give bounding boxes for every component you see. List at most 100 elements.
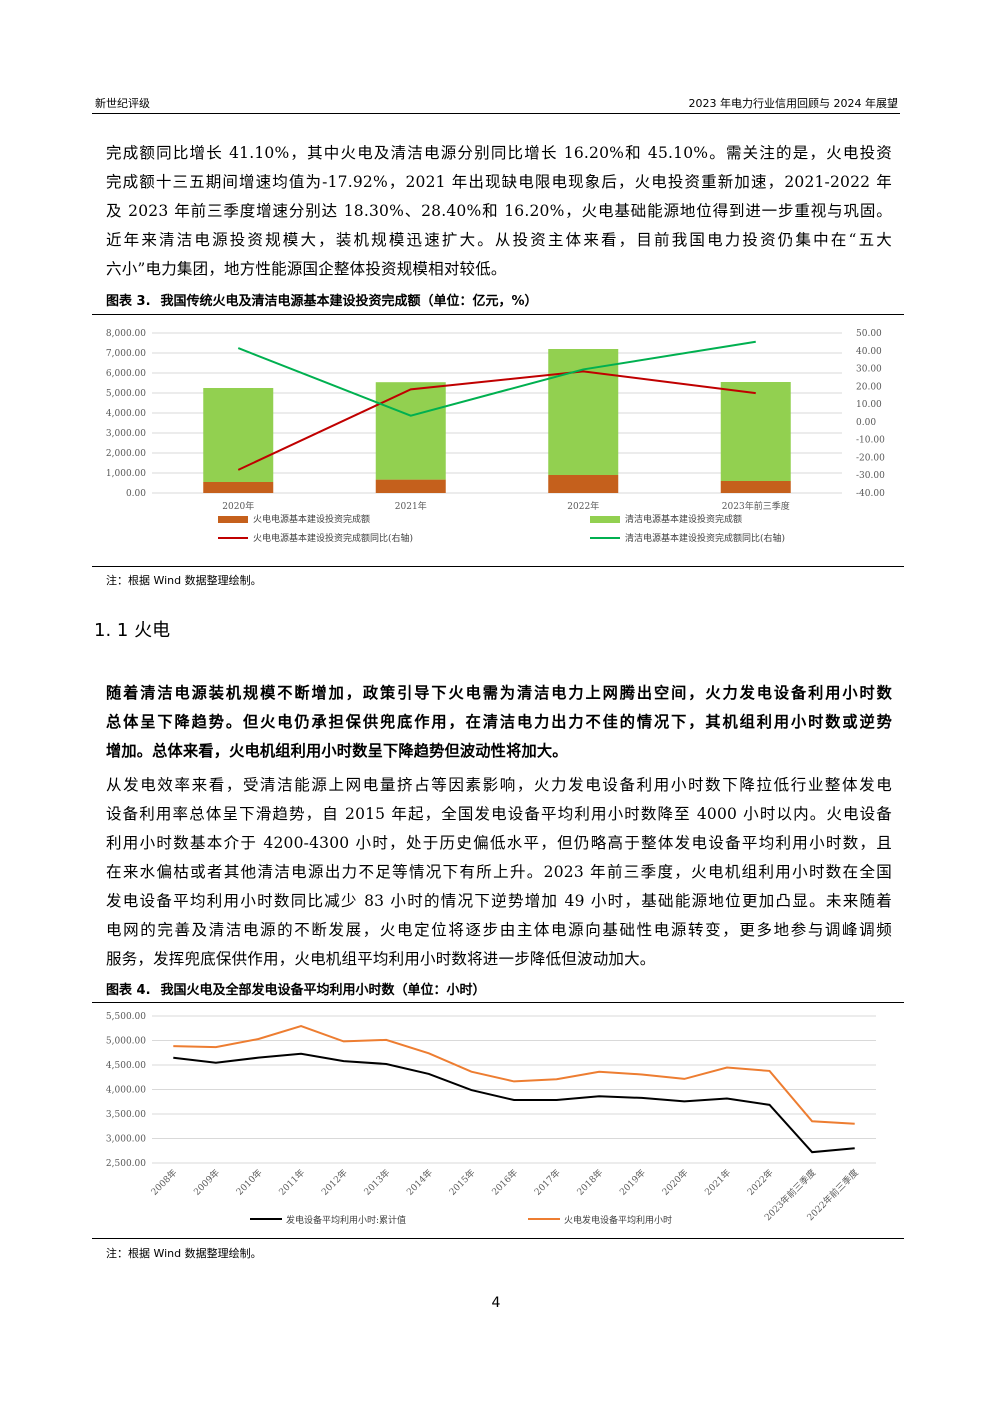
y2-tick-label: -20.00 bbox=[856, 453, 885, 463]
paragraph-line: 发电设备平均利用小时数同比减少 83 小时的情况下逆势增加 49 小时，基础能源… bbox=[106, 892, 892, 910]
x-tick-label: 2019年 bbox=[617, 1167, 648, 1198]
figure3-caption: 我国传统火电及清洁电源基本建设投资完成额（单位：亿元，%） bbox=[160, 294, 538, 309]
paragraph-line: 完成额十三五期间增速均值为-17.92%，2021 年出现缺电限电现象后，火电投… bbox=[106, 173, 892, 191]
bar-thermal bbox=[375, 479, 446, 493]
y2-tick-label: 50.00 bbox=[856, 329, 882, 339]
paragraph-line: 电网的完善及清洁电源的不断发展，火电定位将逐步由主体电源向基础性电源转变，更多地… bbox=[106, 921, 892, 939]
paragraph-line: 在来水偏枯或者其他清洁电源出力不足等情况下有所上升。2023 年前三季度，火电机… bbox=[106, 863, 892, 881]
header-report-title: 2023 年电力行业信用回顾与 2024 年展望 bbox=[688, 97, 898, 110]
legend-label: 清洁电源基本建设投资完成额 bbox=[625, 513, 742, 525]
figure4-note: 注：根据 Wind 数据整理绘制。 bbox=[106, 1247, 262, 1260]
bar-thermal bbox=[203, 482, 274, 493]
bar-clean bbox=[548, 349, 619, 475]
legend-label: 火电发电设备平均利用小时 bbox=[564, 1214, 672, 1226]
x-tick-label: 2014年 bbox=[404, 1167, 435, 1198]
y2-tick-label: -40.00 bbox=[856, 489, 885, 499]
bar-clean bbox=[203, 388, 274, 482]
y2-tick-label: 10.00 bbox=[856, 400, 882, 410]
y2-tick-label: 40.00 bbox=[856, 347, 882, 357]
y-tick-label: 6,000.00 bbox=[106, 369, 146, 379]
x-tick-label: 2008年 bbox=[148, 1167, 179, 1198]
figure3-label: 图表 3. bbox=[106, 294, 151, 309]
x-tick-label: 2020年 bbox=[222, 500, 254, 512]
x-tick-label: 2022年 bbox=[567, 500, 599, 512]
legend-label: 清洁电源基本建设投资完成额同比(右轴) bbox=[625, 532, 785, 544]
y-tick-label: 5,000.00 bbox=[106, 1037, 146, 1047]
header-rule bbox=[92, 113, 900, 114]
y-tick-label: 4,500.00 bbox=[106, 1061, 146, 1071]
x-tick-label: 2020年 bbox=[659, 1167, 690, 1198]
line-thermal-hours bbox=[173, 1025, 855, 1125]
legend-swatch bbox=[218, 516, 248, 523]
y2-tick-label: -30.00 bbox=[856, 471, 885, 481]
y-tick-label: 8,000.00 bbox=[106, 329, 146, 339]
legend-label: 火电电源基本建设投资完成额同比(右轴) bbox=[253, 532, 413, 544]
bar-thermal bbox=[720, 481, 791, 493]
legend-label: 发电设备平均利用小时:累计值 bbox=[286, 1214, 406, 1226]
figure4-label: 图表 4. bbox=[106, 983, 151, 998]
y-tick-label: 4,000.00 bbox=[106, 409, 146, 419]
y-tick-label: 2,000.00 bbox=[106, 449, 146, 459]
y-tick-label: 3,000.00 bbox=[106, 1135, 146, 1145]
y-tick-label: 0.00 bbox=[126, 489, 146, 499]
paragraph-line: 增加。总体来看，火电机组利用小时数呈下降趋势但波动性将加大。 bbox=[106, 742, 568, 760]
figure4-title: 图表 4. 我国火电及全部发电设备平均利用小时数（单位：小时） bbox=[106, 979, 496, 998]
section-heading: 1. 1 火电 bbox=[94, 620, 171, 641]
y-tick-label: 1,000.00 bbox=[106, 469, 146, 479]
y2-tick-label: 30.00 bbox=[856, 365, 882, 375]
paragraph-line: 近年来清洁电源投资规模大，装机规模迅速扩大。从投资主体来看，目前我国电力投资仍集… bbox=[106, 231, 892, 249]
x-tick-label: 2013年 bbox=[361, 1167, 392, 1198]
paragraph-efficiency: 从发电效率来看，受清洁能源上网电量挤占等因素影响，火力发电设备利用小时数下降拉低… bbox=[106, 771, 892, 974]
x-tick-label: 2018年 bbox=[574, 1167, 605, 1198]
y2-tick-label: -10.00 bbox=[856, 436, 885, 446]
paragraph-line: 服务，发挥兜底保供作用，火电机组平均利用小时数将进一步降低但波动加大。 bbox=[106, 950, 656, 968]
paragraph-line: 从发电效率来看，受清洁能源上网电量挤占等因素影响，火力发电设备利用小时数下降拉低… bbox=[106, 776, 892, 794]
figure3-top-rule bbox=[92, 314, 904, 315]
paragraph-summary: 随着清洁电源装机规模不断增加，政策引导下火电需为清洁电力上网腾出空间，火力发电设… bbox=[106, 679, 892, 766]
x-tick-label: 2023年前三季度 bbox=[722, 500, 790, 512]
paragraph-line: 完成额同比增长 41.10%，其中火电及清洁电源分别同比增长 16.20%和 4… bbox=[106, 144, 892, 162]
y-tick-label: 5,000.00 bbox=[106, 389, 146, 399]
line-all-hours bbox=[173, 1052, 855, 1154]
header-org: 新世纪评级 bbox=[95, 97, 150, 110]
paragraph-line: 随着清洁电源装机规模不断增加，政策引导下火电需为清洁电力上网腾出空间，火力发电设… bbox=[106, 684, 892, 702]
paragraph-line: 六小”电力集团，地方性能源国企整体投资规模相对较低。 bbox=[106, 260, 507, 278]
x-tick-label: 2015年 bbox=[446, 1167, 477, 1198]
bar-clean bbox=[720, 382, 791, 481]
bar-clean bbox=[375, 382, 446, 480]
figure4-top-rule bbox=[92, 1002, 904, 1003]
line-clean-yoy bbox=[237, 340, 756, 417]
legend-swatch bbox=[590, 516, 620, 523]
figure3-title: 图表 3. 我国传统火电及清洁电源基本建设投资完成额（单位：亿元，%） bbox=[106, 290, 548, 309]
x-tick-label: 2017年 bbox=[532, 1167, 563, 1198]
page-number: 4 bbox=[491, 1295, 501, 1311]
paragraph-investment: 完成额同比增长 41.10%，其中火电及清洁电源分别同比增长 16.20%和 4… bbox=[106, 139, 892, 284]
y-tick-label: 4,000.00 bbox=[106, 1086, 146, 1096]
x-tick-label: 2011年 bbox=[276, 1167, 307, 1198]
figure3-note: 注：根据 Wind 数据整理绘制。 bbox=[106, 574, 262, 587]
x-tick-label: 2016年 bbox=[489, 1167, 520, 1198]
paragraph-line: 设备利用率总体呈下滑趋势，自 2015 年起，全国发电设备平均利用小时数降至 4… bbox=[106, 805, 892, 823]
y-tick-label: 2,500.00 bbox=[106, 1159, 146, 1169]
y-tick-label: 3,500.00 bbox=[106, 1110, 146, 1120]
legend-label: 火电电源基本建设投资完成额 bbox=[253, 513, 370, 525]
bar-thermal bbox=[548, 475, 619, 493]
line-thermal-yoy bbox=[237, 370, 756, 471]
y-tick-label: 5,500.00 bbox=[106, 1012, 146, 1022]
paragraph-line: 及 2023 年前三季度增速分别达 18.30%、28.40%和 16.20%，… bbox=[106, 202, 892, 220]
figure3-chart: 8,000.00 7,000.00 6,000.00 5,000.00 4,000.00… bbox=[106, 329, 885, 544]
x-tick-label: 2012年 bbox=[319, 1167, 350, 1198]
y-tick-label: 7,000.00 bbox=[106, 349, 146, 359]
figure3-bottom-rule bbox=[92, 566, 904, 567]
y2-tick-label: 0.00 bbox=[856, 418, 876, 428]
y-tick-label: 3,000.00 bbox=[106, 429, 146, 439]
x-tick-label: 2022年 bbox=[745, 1167, 776, 1198]
figure4-caption: 我国火电及全部发电设备平均利用小时数（单位：小时） bbox=[160, 983, 486, 998]
figure4-chart: 5,500.00 5,000.00 4,500.00 4,000.00 3,500.00… bbox=[106, 1012, 876, 1226]
x-tick-label: 2009年 bbox=[191, 1167, 222, 1198]
paragraph-line: 总体呈下降趋势。但火电仍承担保供兜底作用，在清洁电力出力不佳的情况下，其机组利用… bbox=[106, 713, 892, 731]
x-tick-label: 2021年 bbox=[395, 500, 427, 512]
x-tick-label: 2010年 bbox=[234, 1167, 265, 1198]
paragraph-line: 利用小时数基本介于 4200-4300 小时，处于历史偏低水平，但仍略高于整体发… bbox=[106, 834, 892, 852]
figure4-bottom-rule bbox=[92, 1238, 904, 1239]
